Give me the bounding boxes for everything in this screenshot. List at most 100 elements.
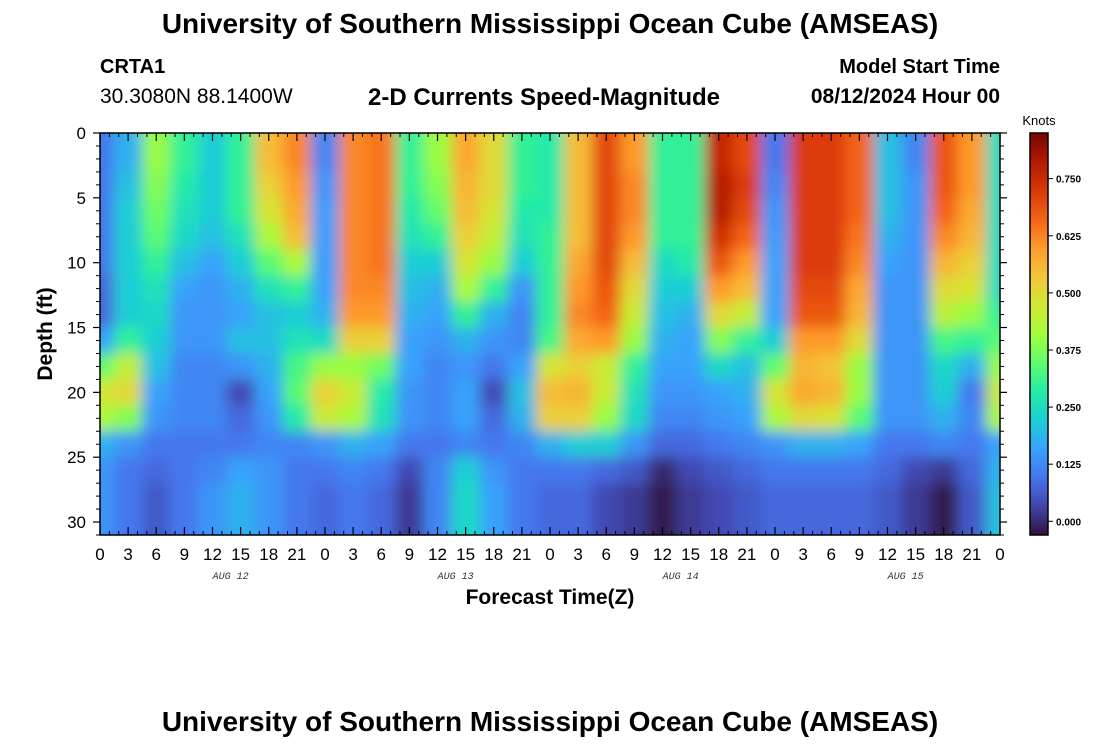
heatmap-cell — [760, 483, 790, 510]
heatmap-cell — [620, 353, 650, 381]
heatmap-cell — [282, 379, 312, 407]
heatmap-cell — [817, 353, 847, 381]
heatmap-cell — [929, 327, 959, 355]
day-label: AUG 13 — [437, 572, 474, 583]
heatmap-cell — [451, 146, 481, 173]
heatmap-cell — [760, 353, 790, 381]
heatmap-cell — [873, 171, 903, 199]
heatmap-cell — [310, 405, 340, 432]
heatmap-cell — [929, 483, 959, 510]
heatmap-cell — [451, 223, 481, 251]
x-tick-label: 3 — [798, 545, 807, 564]
y-tick-label: 15 — [67, 319, 86, 338]
day-label: AUG 15 — [887, 572, 924, 583]
heatmap-cell — [564, 431, 593, 458]
heatmap-cell — [423, 249, 453, 277]
heatmap-cell — [535, 146, 565, 173]
heatmap-cell — [282, 223, 312, 251]
heatmap-cell — [732, 301, 762, 329]
heatmap-cell — [310, 275, 340, 303]
heatmap-cell — [451, 405, 481, 432]
heatmap-cell — [254, 146, 284, 173]
heatmap-cell — [254, 483, 284, 510]
heatmap-cell — [367, 353, 397, 381]
y-tick-label: 20 — [67, 383, 86, 402]
heatmap-cell — [985, 146, 1000, 173]
heatmap-cell — [142, 457, 172, 484]
heatmap-cell — [282, 171, 312, 199]
heatmap-cell — [479, 405, 509, 432]
colorbar-tick-label: 0.375 — [1056, 346, 1081, 357]
heatmap-cell — [339, 223, 368, 251]
heatmap-cell — [479, 146, 509, 173]
heatmap-cell — [564, 249, 593, 277]
heatmap-cell — [564, 275, 593, 303]
heatmap-cell — [704, 431, 734, 458]
heatmap-cell — [282, 353, 312, 381]
heatmap-cell — [760, 146, 790, 173]
heatmap-cell — [985, 379, 1000, 407]
heatmap-cell — [114, 457, 143, 484]
heatmap-cell — [901, 146, 931, 173]
heatmap-cell — [929, 249, 959, 277]
heatmap-cell — [142, 405, 172, 432]
heatmap-cell — [789, 171, 818, 199]
heatmap-cell — [985, 223, 1000, 251]
heatmap-cell — [226, 197, 256, 225]
heatmap-cell — [648, 146, 678, 173]
heatmap-cell — [564, 146, 593, 173]
heatmap-cell — [789, 197, 818, 225]
heatmap-cell — [535, 457, 565, 484]
heatmap-cell — [395, 249, 425, 277]
heatmap-cell — [423, 146, 453, 173]
heatmap-cell — [789, 353, 818, 381]
heatmap-cell — [676, 379, 706, 407]
heatmap-cell — [676, 197, 706, 225]
heatmap-cell — [592, 301, 622, 329]
heatmap-cell — [676, 353, 706, 381]
heatmap-cell — [198, 146, 228, 173]
heatmap-cell — [367, 249, 397, 277]
heatmap-cell — [789, 379, 818, 407]
heatmap-cell — [845, 223, 875, 251]
heatmap-cell — [648, 431, 678, 458]
heatmap-cell — [845, 431, 875, 458]
heatmap-cell — [254, 301, 284, 329]
heatmap-cell — [789, 223, 818, 251]
heatmap-cell — [845, 379, 875, 407]
heatmap-cell — [704, 353, 734, 381]
heatmap-cell — [423, 431, 453, 458]
heatmap-cell — [732, 146, 762, 173]
heatmap-cell — [282, 431, 312, 458]
axes: 0 3 6 9 12 15 18 21 0 3 6 9 12 15 18 21 0 3 6 9 12 15 18 21 0 3 6 9… — [67, 124, 1007, 583]
heatmap-cell — [142, 379, 172, 407]
heatmap-cell — [929, 431, 959, 458]
heatmap-cell — [620, 223, 650, 251]
heatmap-cell — [170, 405, 200, 432]
heatmap-cell — [732, 327, 762, 355]
x-tick-label: 15 — [681, 545, 700, 564]
heatmap-cell — [789, 301, 818, 329]
heatmap-cell — [198, 457, 228, 484]
heatmap-cell — [367, 431, 397, 458]
heatmap-cell — [170, 483, 200, 510]
heatmap-cell — [254, 171, 284, 199]
heatmap-cell — [957, 249, 987, 277]
y-tick-label: 30 — [67, 513, 86, 532]
heatmap-cell — [142, 275, 172, 303]
heatmap-cell — [535, 405, 565, 432]
heatmap-cell — [170, 275, 200, 303]
heatmap-cell — [676, 405, 706, 432]
heatmap-cell — [648, 249, 678, 277]
heatmap-cell — [479, 483, 509, 510]
heatmap-cell — [310, 223, 340, 251]
heatmap-cell — [845, 275, 875, 303]
heatmap-cell — [395, 483, 425, 510]
heatmap-cell — [564, 327, 593, 355]
heatmap-cell — [732, 275, 762, 303]
heatmap-cell — [198, 171, 228, 199]
heatmap-cell — [845, 301, 875, 329]
heatmap-cell — [676, 223, 706, 251]
heatmap-cell — [535, 431, 565, 458]
heatmap-cell — [254, 327, 284, 355]
